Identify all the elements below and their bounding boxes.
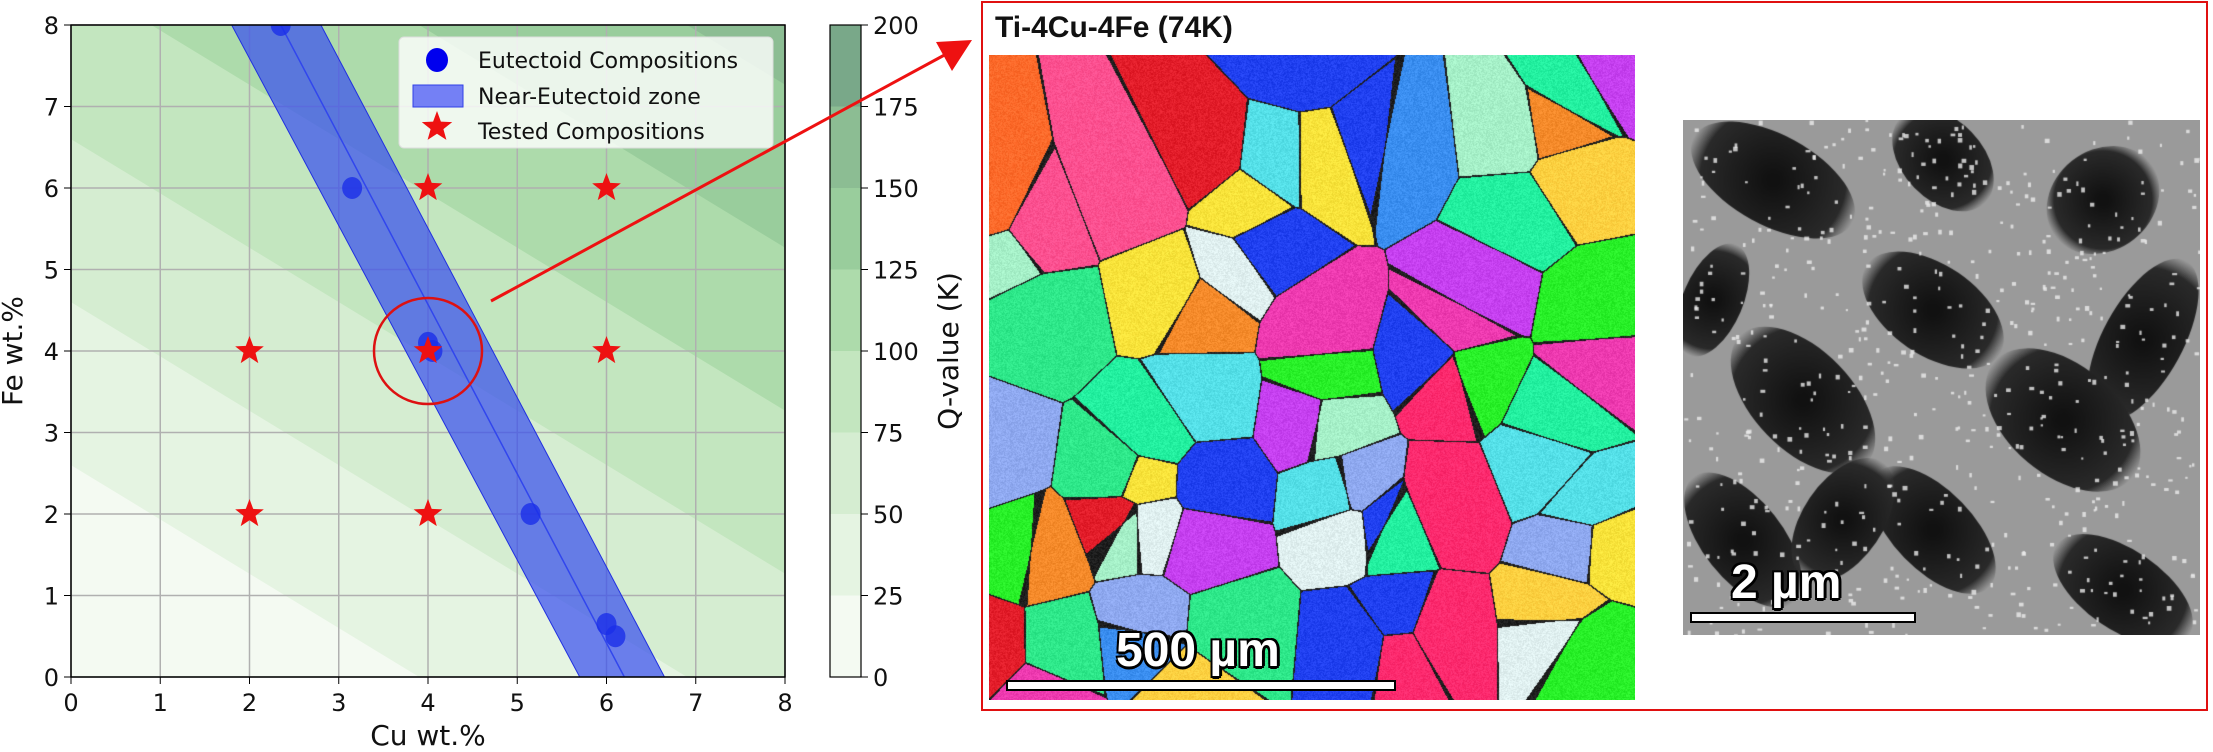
y-tick-label: 1 <box>44 583 59 611</box>
ebsd-scale-bar <box>1006 680 1396 691</box>
colorbar-tick-label: 125 <box>873 257 919 285</box>
legend-star-icon <box>421 111 453 140</box>
colorbar-segment <box>830 188 861 270</box>
y-axis-label: Fe wt.% <box>0 296 29 406</box>
x-tick-label: 4 <box>420 689 435 717</box>
x-tick-label: 2 <box>242 689 257 717</box>
colorbar-tick-label: 25 <box>873 583 904 611</box>
colorbar-tick-label: 150 <box>873 175 919 203</box>
x-axis-label: Cu wt.% <box>370 719 486 752</box>
x-tick-label: 5 <box>510 689 525 717</box>
y-tick-label: 6 <box>44 175 59 203</box>
eutectoid-point <box>605 625 626 648</box>
y-tick-label: 2 <box>44 501 59 529</box>
sem-scale-label: 2 µm <box>1731 556 1842 609</box>
tested-point-star-icon <box>592 336 621 364</box>
colorbar-segment <box>830 595 861 677</box>
sem-image <box>1683 120 2200 635</box>
tested-point-star-icon <box>413 499 443 527</box>
legend: Eutectoid Compositions Near-Eutectoid zo… <box>398 36 774 149</box>
tested-point-star-icon <box>413 336 443 364</box>
near-eutectoid-zone-band <box>231 25 666 677</box>
x-tick-label: 6 <box>599 689 614 717</box>
colorbar-segment <box>830 514 861 596</box>
legend-label-zone: Near-Eutectoid zone <box>478 85 701 110</box>
arrow-line <box>490 50 951 303</box>
x-tick-label: 7 <box>688 689 703 717</box>
ebsd-scale-label: 500 µm <box>1116 624 1280 677</box>
y-tick-label: 8 <box>44 12 59 40</box>
y-tick-label: 5 <box>44 257 59 285</box>
eutectoid-point <box>270 25 291 36</box>
legend-label-tested: Tested Compositions <box>477 120 705 145</box>
colorbar-tick-label: 75 <box>873 420 904 448</box>
colorbar-segment <box>830 25 861 107</box>
axis-ticks: 0 1 2 3 4 5 6 7 8 0 1 2 3 4 5 6 7 8 <box>44 12 793 717</box>
arrow-head-icon <box>936 40 972 71</box>
colorbar-segment <box>830 432 861 514</box>
legend-box <box>398 36 774 149</box>
colorbar-segment <box>830 351 861 433</box>
eutectoid-point <box>342 177 363 199</box>
near-eutectoid-zone <box>231 25 666 677</box>
data-markers <box>235 25 626 648</box>
colorbar-tick-label: 0 <box>873 664 888 692</box>
colorbar-label: Q-value (K) <box>932 272 965 430</box>
y-tick-label: 4 <box>44 338 59 366</box>
ebsd-map-image <box>989 55 1635 700</box>
x-tick-label: 3 <box>331 689 346 717</box>
y-tick-label: 0 <box>44 664 59 692</box>
colorbar-segment <box>830 106 861 188</box>
colorbar-tick-label: 200 <box>873 12 919 40</box>
highlight-circle <box>372 296 484 406</box>
colorbar: 0 25 50 75 100 125 150 175 200 <box>829 12 919 692</box>
x-tick-label: 1 <box>153 689 168 717</box>
y-tick-label: 3 <box>44 420 59 448</box>
tested-point-star-icon <box>235 336 264 364</box>
colorbar-tick-label: 175 <box>873 94 919 122</box>
x-tick-label: 0 <box>63 689 78 717</box>
colorbar-segment <box>830 269 861 351</box>
tested-point-star-icon <box>592 173 621 201</box>
x-tick-label: 8 <box>777 689 792 717</box>
legend-label-eutectoid: Eutectoid Compositions <box>478 49 738 74</box>
micrograph-panel: Ti-4Cu-4Fe (74K) 500 µm 2 µm <box>981 1 2208 711</box>
tested-point-star-icon <box>235 499 264 527</box>
legend-patch-icon <box>412 84 464 108</box>
y-tick-label: 7 <box>44 94 59 122</box>
colorbar-tick-label: 100 <box>873 338 919 366</box>
sem-scale-bar <box>1690 612 1916 623</box>
colorbar-tick-label: 50 <box>873 501 904 529</box>
eutectoid-point <box>520 503 541 525</box>
legend-circle-icon <box>426 48 448 72</box>
panel-title: Ti-4Cu-4Fe (74K) <box>995 11 1233 44</box>
tested-point-star-icon <box>413 173 443 201</box>
